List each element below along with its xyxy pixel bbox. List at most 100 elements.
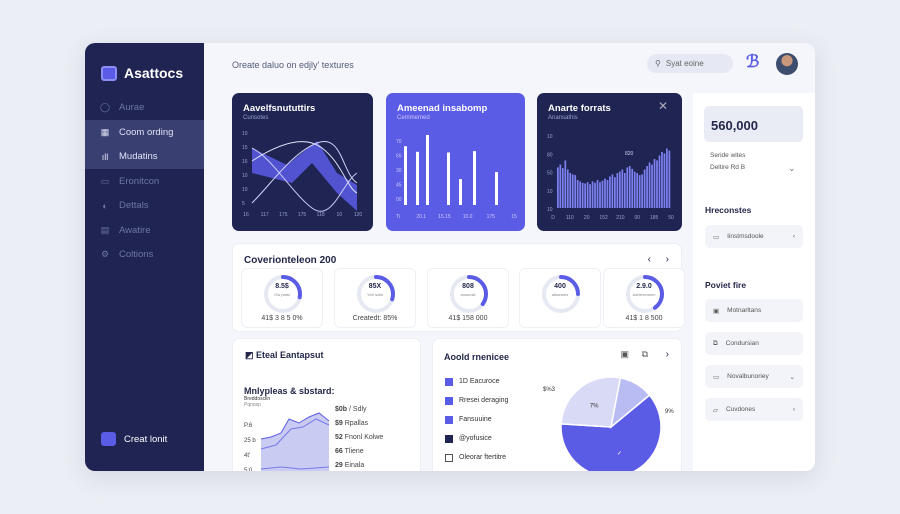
bar <box>601 180 604 208</box>
bar <box>618 171 621 208</box>
line-chart-card: Aavelfsnututtirs Cunsotes 10 15 16 10 10 5 16 1… <box>232 93 373 231</box>
section-title: Poviet fire <box>705 280 747 290</box>
brand-icon[interactable]: ℬ <box>746 52 760 71</box>
next-arrow-icon[interactable]: › <box>665 349 669 360</box>
bar <box>473 151 476 205</box>
sidebar-item[interactable]: ◯ Aurae <box>85 95 204 120</box>
donut-card[interactable]: 808 ansonsit 41$ 158 000 <box>427 268 509 328</box>
search-input[interactable]: ⚲ Syat eoine <box>647 54 733 73</box>
bar-chart-icon: ıll <box>101 151 109 162</box>
legend-item[interactable]: Oleorar ftertitre <box>445 448 508 467</box>
donut-value: 2.9.0 <box>636 283 652 290</box>
panel-list-item[interactable]: ▣ Motnarltans <box>705 299 803 322</box>
panel-list-item[interactable]: ▱ Cuvdones ‹ <box>705 398 803 421</box>
legend-swatch <box>445 396 453 405</box>
bar-chart-card: Ameenad insabomp Cemmemed 70 65 30 45 00 Ti 20… <box>386 93 525 231</box>
x-tick-label: Ti <box>396 214 400 220</box>
next-arrow-icon[interactable]: › <box>665 254 669 265</box>
app-window: Asattocs ◯ Aurae ▦ Coom ording ıll Mudatins ▭ E… <box>85 43 815 471</box>
close-icon[interactable]: ✕ <box>657 99 668 113</box>
bar <box>626 167 629 208</box>
bar <box>653 159 656 208</box>
pie-callout: $%3 <box>543 387 556 393</box>
donut-ring <box>450 275 488 313</box>
sidebar-item[interactable]: ⚙ Coltions <box>85 242 204 267</box>
card-subtitle: Cunsotes <box>243 115 269 121</box>
pie-callout: 9% <box>665 409 674 415</box>
x-tick-label: 175 <box>298 212 307 218</box>
list-label: / Sdly <box>349 406 367 413</box>
plus-icon <box>101 432 116 446</box>
legend-label: Rresei deraging <box>459 397 509 404</box>
logo-icon <box>101 65 117 81</box>
donut-footer: 41$ 158 000 <box>448 315 488 322</box>
bar <box>561 168 564 208</box>
bar <box>404 146 407 205</box>
chevron-down-icon[interactable]: ⌄ <box>788 163 796 173</box>
bar <box>646 166 648 208</box>
create-button[interactable]: Creat lonit <box>101 432 167 446</box>
bar <box>591 181 594 208</box>
x-tick-label: 16 <box>243 212 249 218</box>
list-label: Fnonl Kolwe <box>344 434 384 441</box>
area-series <box>252 141 357 211</box>
bar <box>594 182 596 208</box>
pie-label: ✓ <box>617 451 622 457</box>
doc-icon: ▣ <box>713 307 720 315</box>
bar <box>589 184 591 208</box>
card-title: Ameenad insabomp <box>397 103 488 114</box>
calendar-icon: ▦ <box>100 126 110 137</box>
donut-card[interactable]: 400 albanoes <box>519 268 601 328</box>
sidebar-item[interactable]: ▭ Eronitcon <box>85 169 204 194</box>
list-value: 52 <box>335 434 343 441</box>
legend-item[interactable]: Fansuuine <box>445 410 508 429</box>
panel-list-item[interactable]: ▭ Iinstmsdoole ‹ <box>705 225 803 248</box>
bar <box>569 173 572 208</box>
legend-item[interactable]: @yofusice <box>445 429 508 448</box>
y-tick-label: 10 <box>242 187 248 193</box>
donut-card[interactable]: 85X Ybir solis Createdt: 85% <box>334 268 416 328</box>
bar <box>586 182 589 208</box>
donut-ring <box>264 275 302 313</box>
link-icon: ⧉ <box>713 339 718 347</box>
bar <box>599 182 601 208</box>
image-icon[interactable]: ▣ <box>620 349 629 359</box>
donut-card[interactable]: 2.9.0 Ashtermaron 41$ 1 8 500 <box>603 268 685 328</box>
bar <box>643 169 646 208</box>
etal-panel: ◩ Eteal Eantapsut Mnlypleas & sbstard: B… <box>232 338 421 471</box>
y-tick-label: 65 <box>396 154 402 160</box>
panel-title: ◩ Eteal Eantapsut <box>245 350 324 361</box>
header-text: Oreate daluo on edjly' textures <box>232 60 354 70</box>
donut-value: 400 <box>554 283 566 290</box>
export-icon[interactable]: ⧉ <box>641 349 648 359</box>
y-tick-label: 10 <box>242 173 248 179</box>
sidebar-item[interactable]: ◐ Dettals <box>85 193 204 218</box>
sidebar-item[interactable]: ıll Mudatins <box>85 144 204 169</box>
avatar[interactable] <box>776 53 798 75</box>
donut-card[interactable]: 8.5$ Ow patsi 41$ 3 8 5 0% <box>241 268 323 328</box>
x-tick-label: 10.0 <box>463 214 473 220</box>
bar <box>638 175 641 208</box>
panel-list-item[interactable]: ▭ Novalbunoriey ⌄ <box>705 365 803 388</box>
donut-ring <box>626 275 664 313</box>
search-placeholder: Syat eoine <box>665 59 704 68</box>
note: Breddosclln <box>244 396 271 402</box>
monitor-icon: ▭ <box>100 175 110 186</box>
x-tick-label: 152 <box>599 215 608 221</box>
legend-item[interactable]: 1D Eacuroce <box>445 372 508 391</box>
logo: Asattocs <box>101 65 183 81</box>
sidebar-item[interactable]: ▦ Coom ording <box>85 119 204 145</box>
legend-label: Oleorar ftertitre <box>459 454 507 461</box>
list-item: $0b / Sdly <box>335 406 383 420</box>
y-tick-label: 70 <box>396 139 402 145</box>
sidebar: Asattocs ◯ Aurae ▦ Coom ording ıll Mudatins ▭ E… <box>85 43 204 471</box>
card-subtitle: Cemmemed <box>397 115 430 121</box>
x-tick-label: 175 <box>279 212 288 218</box>
legend-item[interactable]: Rresei deraging <box>445 391 508 410</box>
sidebar-item[interactable]: ▤ Awatire <box>85 218 204 243</box>
subtitle: Mnlypleas & sbstard: <box>244 386 335 396</box>
prev-arrow-icon[interactable]: ‹ <box>647 254 651 265</box>
stat-value: 560,000 <box>704 106 803 142</box>
panel-list-item[interactable]: ⧉ Condursian <box>705 332 803 355</box>
sidebar-item-label: Aurae <box>119 102 145 113</box>
